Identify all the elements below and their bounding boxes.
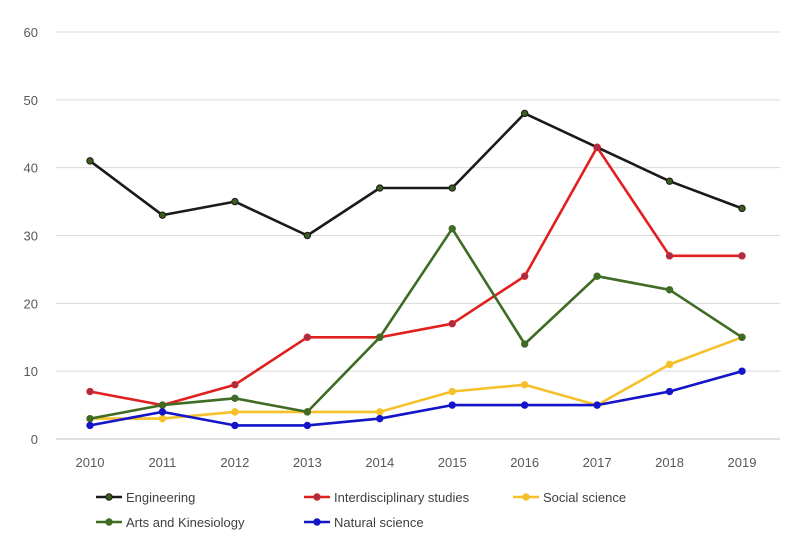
data-point [665,177,674,185]
data-point [158,408,167,416]
x-tick-label: 2015 [438,455,467,470]
gridlines [56,31,780,440]
legend-swatch-marker [522,493,530,501]
data-point [738,204,746,213]
data-point [738,252,746,260]
data-point [520,272,529,280]
data-point [448,225,456,233]
data-point [448,401,456,409]
data-point [520,401,529,409]
series-engineering [86,109,746,240]
data-point [593,272,601,280]
series-natural-science [86,367,746,430]
data-point [738,367,746,375]
data-point [303,231,312,240]
x-tick-label: 2010 [76,455,105,470]
data-point [520,381,529,389]
series-line [88,146,744,407]
x-tick-label: 2017 [583,455,612,470]
legend-label: Engineering [126,490,195,505]
y-tick-label: 0 [31,432,38,447]
legend-label: Arts and Kinesiology [126,515,245,530]
series-lines [86,109,746,430]
data-point [593,401,601,409]
series-line [88,227,744,420]
data-point [86,387,94,396]
x-tick-label: 2013 [293,455,322,470]
legend-label: Natural science [334,515,424,530]
legend-item[interactable]: Interdisciplinary studies [304,490,470,505]
data-point [86,421,94,430]
data-point [158,211,167,219]
legend-item[interactable]: Arts and Kinesiology [96,515,245,530]
data-point [86,414,94,423]
y-tick-label: 40 [24,161,38,176]
y-tick-label: 60 [24,25,38,40]
data-point [665,360,674,369]
data-point [231,197,239,206]
x-tick-label: 2014 [365,455,394,470]
data-point [593,143,601,152]
data-point [376,408,384,416]
data-point [376,333,384,341]
series-interdisciplinary-studies [86,143,746,409]
legend: Engineering Interdisciplinary studies Soci… [96,490,626,530]
data-point [376,414,384,423]
legend-item[interactable]: Social science [513,490,626,505]
x-tick-label: 2019 [728,455,757,470]
data-point [665,252,674,260]
series-line [88,112,744,237]
legend-swatch-marker [313,518,321,526]
x-tick-label: 2012 [220,455,249,470]
data-point [158,401,167,409]
data-point [303,408,312,416]
legend-label: Social science [543,490,626,505]
data-point [231,421,239,430]
legend-item[interactable]: Natural science [304,515,424,530]
data-point [448,319,456,328]
data-point [303,333,312,341]
series-line [88,369,744,427]
data-point [86,157,94,165]
y-tick-label: 20 [24,296,38,311]
legend-item[interactable]: Engineering [96,490,195,505]
series-arts-and-kinesiology [86,225,746,423]
data-point [738,333,746,341]
y-tick-label: 30 [24,229,38,244]
y-tick-label: 50 [24,93,38,108]
y-tick-label: 10 [24,364,38,379]
legend-label: Interdisciplinary studies [334,490,470,505]
data-point [448,184,456,192]
data-point [665,387,674,396]
data-point [665,286,674,294]
data-point [158,414,167,423]
series-social-science [86,333,746,423]
x-tick-label: 2011 [148,455,176,470]
legend-swatch-marker [105,518,113,526]
data-point [376,184,384,192]
y-axis-ticks: 0 10 20 30 40 50 60 [24,25,38,447]
x-tick-label: 2016 [510,455,539,470]
data-point [231,394,239,402]
legend-swatch-marker [105,493,113,501]
data-point [303,421,312,430]
x-axis-ticks: 2010 2011 2012 2013 2014 2015 2016 2017 2018 2019 [76,455,757,470]
data-point [520,109,529,118]
data-point [231,381,239,389]
series-line [88,335,744,420]
data-point [231,408,239,416]
x-tick-label: 2018 [655,455,684,470]
data-point [448,387,456,396]
data-point [520,340,529,348]
legend-swatch-marker [313,493,321,501]
